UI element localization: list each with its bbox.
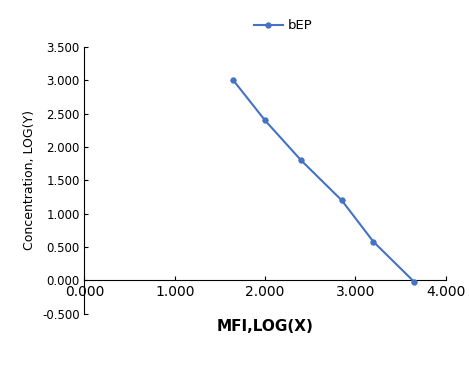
bEP [298,158,304,163]
bEP [339,198,345,203]
bEP [411,279,417,284]
bEP [262,118,268,123]
bEP [371,239,376,244]
bEP [231,78,236,83]
Line: bEP: bEP [231,78,417,284]
Y-axis label: Concentration, LOG(Y): Concentration, LOG(Y) [23,110,37,250]
X-axis label: MFI,LOG(X): MFI,LOG(X) [217,319,313,334]
Legend: bEP: bEP [248,14,318,38]
